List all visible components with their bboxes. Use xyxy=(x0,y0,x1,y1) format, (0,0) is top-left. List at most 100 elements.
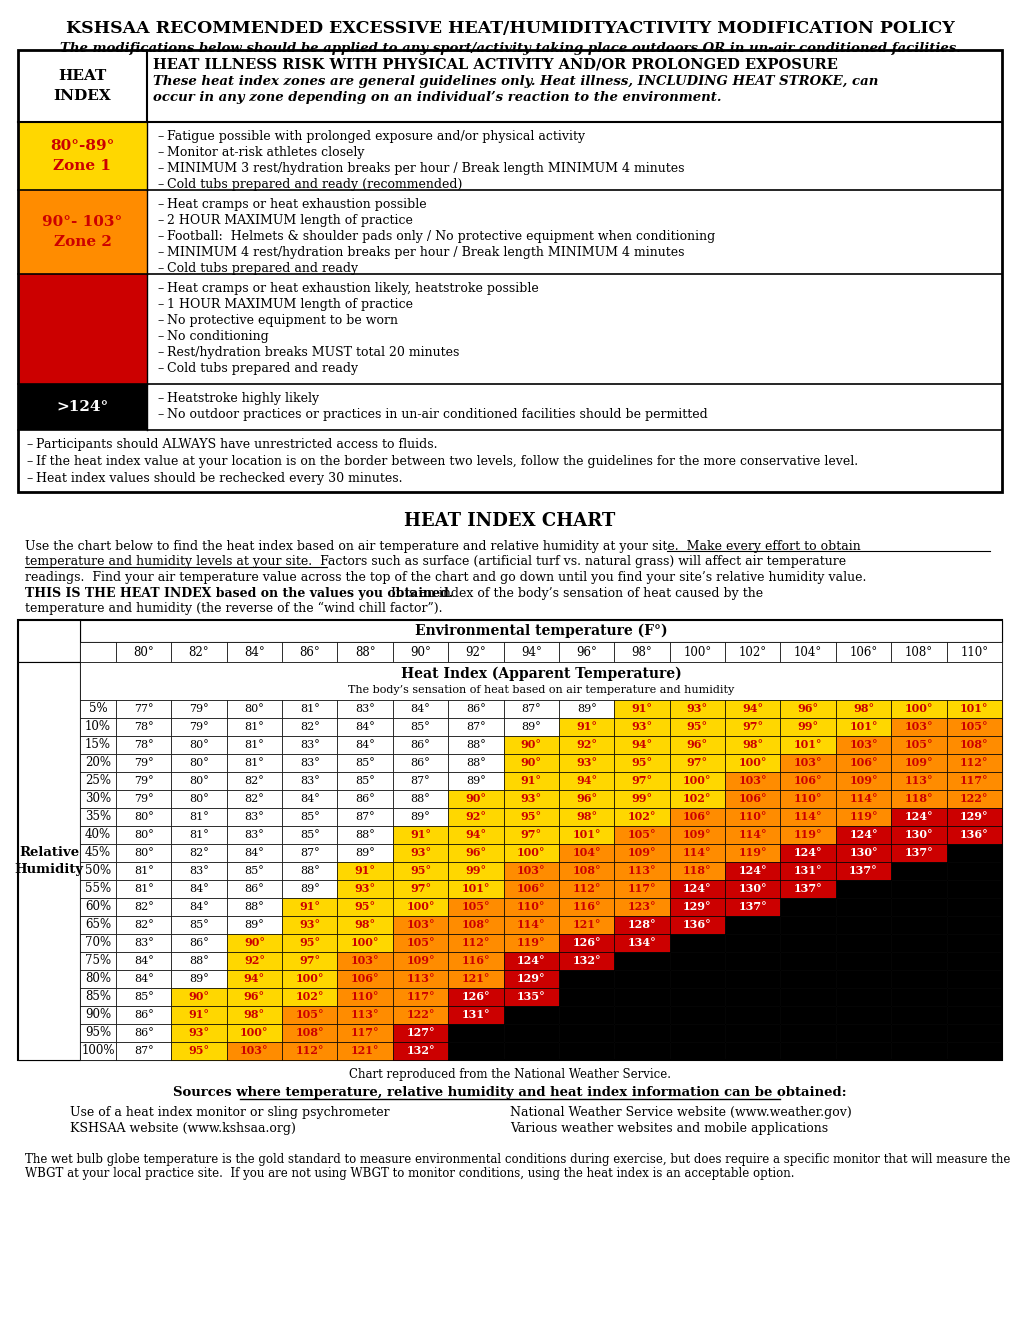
Bar xyxy=(337,935,392,952)
Bar xyxy=(18,620,1001,1060)
Bar xyxy=(392,843,447,862)
Bar xyxy=(613,952,669,970)
Text: 89°: 89° xyxy=(355,847,375,858)
Text: 89°: 89° xyxy=(300,884,319,894)
Bar xyxy=(613,826,669,843)
Text: 86°: 86° xyxy=(189,939,209,948)
Text: 123°: 123° xyxy=(627,902,656,912)
Text: Fatigue possible with prolonged exposure and/or physical activity: Fatigue possible with prolonged exposure… xyxy=(167,129,585,143)
Bar xyxy=(725,700,780,718)
Text: occur in any zone depending on an individual’s reaction to the environment.: occur in any zone depending on an indivi… xyxy=(153,91,720,104)
Bar xyxy=(835,898,891,916)
Bar xyxy=(337,862,392,880)
Text: 93°: 93° xyxy=(410,847,431,858)
Bar xyxy=(226,862,282,880)
Bar xyxy=(891,642,946,663)
Bar xyxy=(171,754,226,772)
Text: 89°: 89° xyxy=(411,812,430,822)
Bar xyxy=(79,880,116,898)
Bar xyxy=(447,843,503,862)
Text: 108°: 108° xyxy=(959,739,987,751)
Text: 93°: 93° xyxy=(189,1027,210,1039)
Bar xyxy=(447,737,503,754)
Bar xyxy=(503,916,558,935)
Bar xyxy=(558,898,613,916)
Text: 124°: 124° xyxy=(793,847,821,858)
Bar xyxy=(725,898,780,916)
Text: 91°: 91° xyxy=(521,776,541,787)
Bar xyxy=(891,1024,946,1041)
Text: Sources where temperature, relative humidity and heat index information can be o: Sources where temperature, relative humi… xyxy=(173,1086,846,1100)
Bar xyxy=(79,916,116,935)
Text: 119°: 119° xyxy=(849,812,877,822)
Bar xyxy=(147,190,1001,275)
Text: 137°: 137° xyxy=(738,902,766,912)
Text: Cold tubs prepared and ready: Cold tubs prepared and ready xyxy=(167,362,358,375)
Bar xyxy=(116,1024,171,1041)
Text: Heatstroke highly likely: Heatstroke highly likely xyxy=(167,392,319,405)
Bar xyxy=(946,737,1001,754)
Bar xyxy=(171,642,226,663)
Bar xyxy=(226,772,282,789)
Bar xyxy=(447,754,503,772)
Bar xyxy=(558,718,613,737)
Text: 114°: 114° xyxy=(517,920,545,931)
Bar xyxy=(171,898,226,916)
Bar xyxy=(835,826,891,843)
Bar xyxy=(669,642,725,663)
Text: 100°: 100° xyxy=(351,937,379,949)
Text: 95°: 95° xyxy=(299,937,320,949)
Text: 83°: 83° xyxy=(300,741,319,750)
Bar xyxy=(669,935,725,952)
Text: 88°: 88° xyxy=(355,645,375,659)
Text: 86°: 86° xyxy=(355,795,375,804)
Bar xyxy=(171,1006,226,1024)
Bar xyxy=(282,642,337,663)
Text: 94°: 94° xyxy=(742,704,762,714)
Text: 84°: 84° xyxy=(245,847,264,858)
Text: 97°: 97° xyxy=(631,776,652,787)
Bar xyxy=(558,754,613,772)
Bar xyxy=(447,1006,503,1024)
Text: 81°: 81° xyxy=(300,704,319,714)
Bar xyxy=(447,898,503,916)
Text: 88°: 88° xyxy=(466,741,485,750)
Text: Heat index values should be rechecked every 30 minutes.: Heat index values should be rechecked ev… xyxy=(36,473,403,484)
Bar xyxy=(226,754,282,772)
Text: 95°: 95° xyxy=(355,902,375,912)
Text: 96°: 96° xyxy=(576,645,596,659)
Bar xyxy=(116,987,171,1006)
Bar xyxy=(447,772,503,789)
Text: 83°: 83° xyxy=(300,776,319,785)
Text: 82°: 82° xyxy=(133,920,154,931)
Text: 94°: 94° xyxy=(465,829,486,841)
Text: 81°: 81° xyxy=(189,830,209,840)
Bar xyxy=(780,880,835,898)
Bar xyxy=(946,826,1001,843)
Text: 55%: 55% xyxy=(85,883,111,895)
Bar xyxy=(79,952,116,970)
Text: 100°: 100° xyxy=(296,974,324,985)
Bar xyxy=(392,935,447,952)
Text: 60%: 60% xyxy=(85,900,111,913)
Text: 85°: 85° xyxy=(245,866,264,876)
Bar xyxy=(337,916,392,935)
Text: 95°: 95° xyxy=(410,866,431,876)
Text: 90°: 90° xyxy=(410,645,431,659)
Text: 132°: 132° xyxy=(406,1045,434,1056)
Bar xyxy=(282,880,337,898)
Bar xyxy=(780,789,835,808)
Text: 92°: 92° xyxy=(244,956,265,966)
Text: HEAT ILLNESS RISK WITH PHYSICAL ACTIVITY AND/OR PROLONGED EXPOSURE: HEAT ILLNESS RISK WITH PHYSICAL ACTIVITY… xyxy=(153,58,837,73)
Bar xyxy=(226,642,282,663)
Text: MINIMUM 3 rest/hydration breaks per hour / Break length MINIMUM 4 minutes: MINIMUM 3 rest/hydration breaks per hour… xyxy=(167,162,684,176)
Text: 117°: 117° xyxy=(959,776,987,787)
Bar xyxy=(669,826,725,843)
Bar xyxy=(282,1041,337,1060)
Bar xyxy=(447,987,503,1006)
Bar xyxy=(226,789,282,808)
Bar xyxy=(725,916,780,935)
Bar xyxy=(226,935,282,952)
Text: 89°: 89° xyxy=(245,920,264,931)
Bar xyxy=(282,826,337,843)
